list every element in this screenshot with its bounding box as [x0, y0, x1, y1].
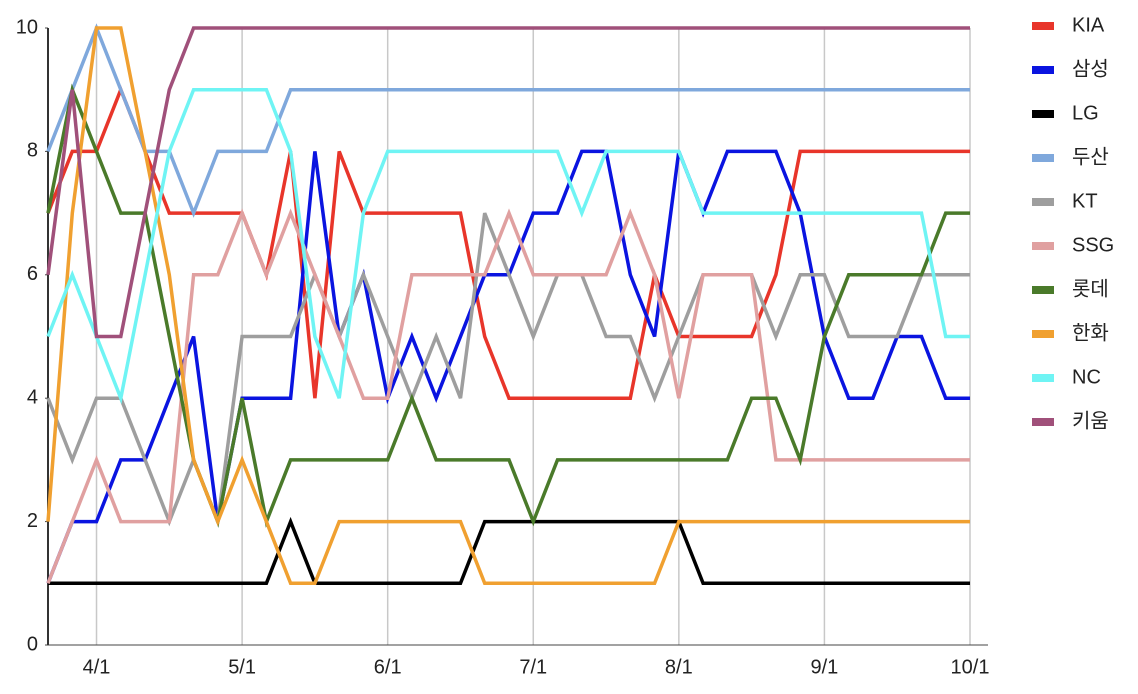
legend-label: KIA: [1072, 14, 1105, 36]
legend-label: 두산: [1072, 145, 1109, 168]
legend-swatch: [1032, 330, 1054, 338]
series-line: [46, 23, 970, 218]
series-line: [48, 516, 970, 586]
x-tick-label: 5/1: [228, 656, 256, 678]
y-tick-label: 6: [27, 263, 38, 285]
legend-label: LG: [1072, 102, 1099, 124]
x-tick-label: 6/1: [374, 656, 402, 678]
y-tick-label: 8: [27, 140, 38, 162]
legend-swatch: [1032, 66, 1054, 74]
legend-label: 삼성: [1072, 57, 1109, 80]
y-tick-label: 10: [16, 16, 38, 38]
x-tick-label: 8/1: [665, 656, 693, 678]
x-tick-label: 10/1: [951, 656, 990, 678]
legend-swatch: [1032, 374, 1054, 382]
series-line: [46, 26, 970, 586]
series-line: [46, 26, 970, 339]
series-line: [46, 208, 970, 584]
legend-label: SSG: [1072, 234, 1114, 256]
y-tick-label: 0: [27, 633, 38, 655]
legend-swatch: [1032, 110, 1054, 118]
legend-swatch: [1032, 286, 1054, 294]
legend-label: KT: [1072, 190, 1098, 212]
legend-swatch: [1032, 418, 1054, 426]
series-line: [46, 212, 970, 527]
series-line: [46, 83, 970, 528]
series-line: [46, 87, 970, 405]
legend-label: NC: [1072, 366, 1101, 388]
legend-label: 롯데: [1072, 277, 1109, 300]
y-tick-label: 4: [27, 386, 38, 408]
legend-swatch: [1032, 242, 1054, 250]
x-tick-label: 9/1: [811, 656, 839, 678]
x-tick-label: 4/1: [83, 656, 111, 678]
legend-label: 키움: [1072, 409, 1109, 432]
legend-swatch: [1032, 154, 1054, 162]
legend-swatch: [1032, 198, 1054, 206]
x-tick-label: 7/1: [519, 656, 547, 678]
series-line: [46, 84, 970, 400]
legend-label: 한화: [1072, 321, 1109, 344]
legend-swatch: [1032, 22, 1054, 30]
y-tick-label: 2: [27, 510, 38, 532]
